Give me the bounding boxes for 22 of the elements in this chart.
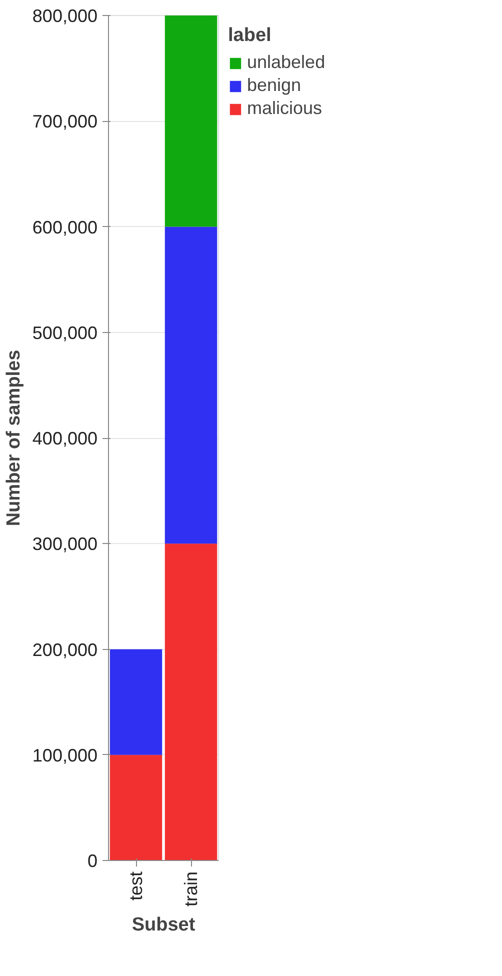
y-tick-label: 0 xyxy=(87,851,98,871)
legend-label: malicious xyxy=(247,98,322,119)
legend-label: unlabeled xyxy=(247,52,326,73)
bar xyxy=(110,649,162,755)
x-tick-label: train xyxy=(181,872,201,907)
x-axis-title: Subset xyxy=(132,914,196,936)
y-tick-label: 700,000 xyxy=(32,112,98,132)
y-tick-label: 400,000 xyxy=(32,428,98,448)
y-tick-label: 800,000 xyxy=(32,6,98,26)
legend-title: label xyxy=(228,25,272,47)
x-tick-label: test xyxy=(126,871,146,901)
bar xyxy=(164,226,218,544)
bar xyxy=(110,754,162,860)
bar xyxy=(164,16,218,227)
y-tick-label: 300,000 xyxy=(32,534,98,554)
y-tick-label: 100,000 xyxy=(32,745,98,766)
y-tick-label: 600,000 xyxy=(32,217,98,238)
legend-label: benign xyxy=(247,75,302,96)
y-tick-label: 200,000 xyxy=(32,640,98,660)
y-axis-title: Number of samples xyxy=(3,350,24,526)
bar xyxy=(164,544,218,860)
y-tick-label: 500,000 xyxy=(32,322,98,343)
